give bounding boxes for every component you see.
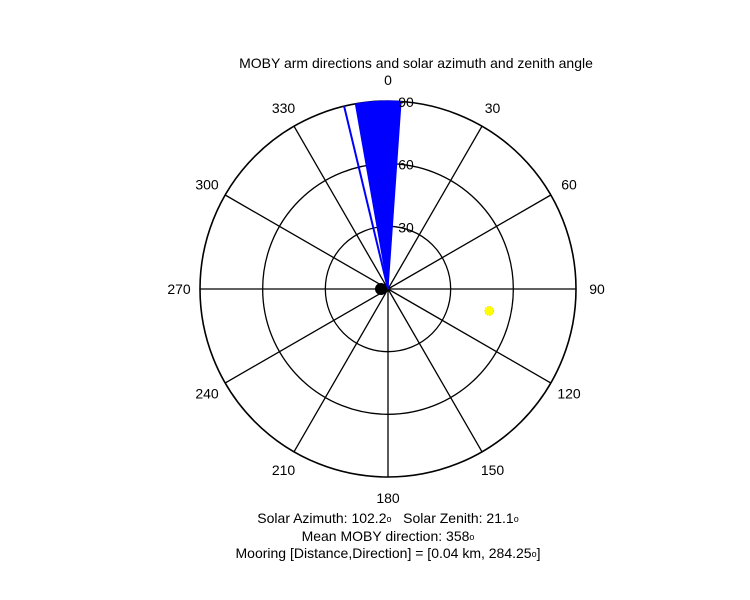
moby-arm-direction-wedge	[354, 100, 402, 290]
angle-label-270: 270	[167, 281, 191, 297]
spoke-60	[387, 194, 552, 290]
degree-symbol: o	[386, 514, 392, 524]
spoke-150	[387, 288, 483, 453]
data-layer	[343, 100, 495, 316]
angle-label-60: 60	[561, 177, 577, 193]
spoke-120	[387, 288, 552, 384]
sun-icon	[484, 305, 495, 316]
solar-zenith-label: Solar Zenith: 21.1	[403, 510, 514, 526]
mean-direction-label: Mean MOBY direction: 358	[301, 528, 470, 544]
radial-label-60: 60	[398, 157, 414, 173]
spoke-240	[224, 288, 389, 384]
spoke-330	[293, 125, 389, 290]
angle-label-240: 240	[195, 386, 219, 402]
spoke-30	[387, 125, 483, 290]
angle-label-300: 300	[195, 177, 219, 193]
angle-label-120: 120	[557, 386, 581, 402]
degree-symbol: o	[469, 532, 475, 542]
mooring-caption: Mooring [Distance,Direction] = [0.04 km,…	[0, 543, 750, 563]
moby-arm-direction-line	[343, 105, 389, 290]
spoke-210	[293, 288, 389, 453]
angle-label-180: 180	[376, 490, 400, 506]
sun-marker	[484, 305, 495, 316]
angle-label-330: 330	[272, 100, 296, 116]
polar-grid	[199, 100, 577, 478]
angle-label-30: 30	[485, 100, 501, 116]
moby-center-marker	[375, 283, 387, 295]
mean-direction-caption: Mean MOBY direction: 358o	[0, 526, 750, 546]
degree-symbol: o	[531, 549, 537, 559]
solar-azimuth-label: Solar Azimuth: 102.2	[257, 510, 387, 526]
angle-label-210: 210	[272, 462, 296, 478]
solar-caption: Solar Azimuth: 102.2o Solar Zenith: 21.1…	[0, 508, 750, 528]
chart-title: MOBY arm directions and solar azimuth an…	[239, 55, 593, 71]
spoke-300	[224, 194, 389, 290]
angle-label-150: 150	[481, 462, 505, 478]
mooring-label: Mooring [Distance,Direction] = [0.04 km,…	[235, 545, 532, 561]
angle-labels: 0 30 60 90 120 150 180 210 240 270 300 330 30 60 90	[167, 72, 605, 506]
angle-label-0: 0	[384, 72, 392, 88]
radial-label-90: 90	[398, 94, 414, 110]
degree-symbol: o	[513, 514, 519, 524]
angle-label-90: 90	[589, 281, 605, 297]
radial-label-30: 30	[398, 219, 414, 235]
mooring-close: ]	[536, 545, 541, 561]
